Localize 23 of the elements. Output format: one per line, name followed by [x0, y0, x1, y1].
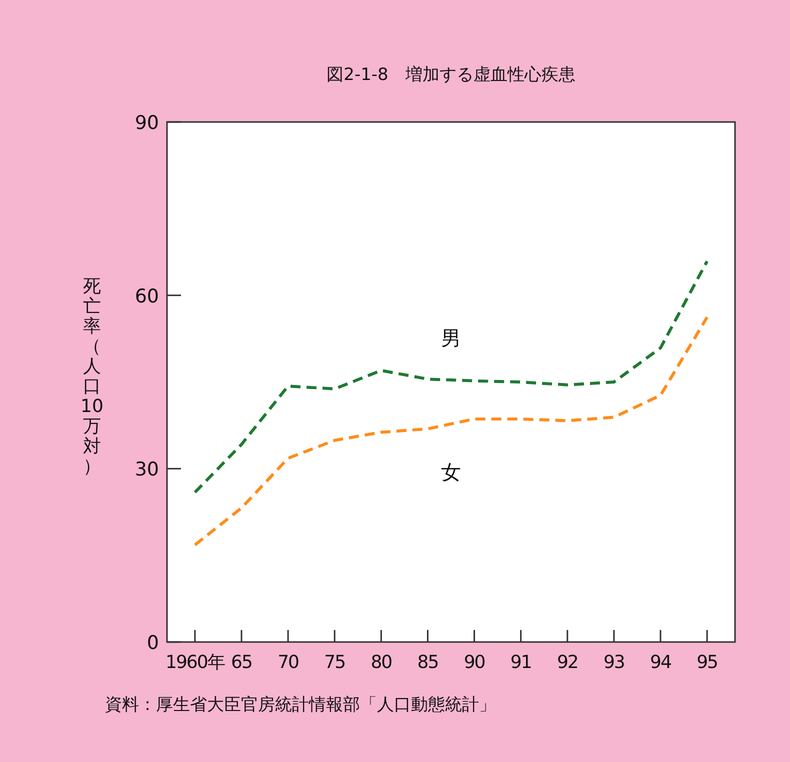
x-tick-label: 93 — [604, 652, 625, 673]
x-tick-label: 80 — [370, 652, 392, 673]
x-tick-label: 90 — [464, 652, 486, 673]
series-label: 男 — [441, 326, 461, 350]
x-tick-label: 92 — [556, 652, 578, 673]
y-tick-label: 60 — [134, 285, 159, 308]
y-tick-label: 90 — [134, 112, 159, 134]
line-series — [193, 260, 709, 494]
text: 資料：厚生省大臣官房統計情報部「人口動態統計」 — [105, 695, 496, 715]
x-tick-label: 94 — [650, 652, 672, 673]
y-tick-label: 30 — [134, 458, 159, 481]
x-tick-label: 95 — [696, 652, 718, 673]
x-tick-label: 85 — [417, 652, 438, 673]
line-series — [193, 316, 709, 546]
x-tick-label: 91 — [510, 652, 532, 673]
x-tick-label: 65 — [231, 652, 252, 673]
x-tick-label: 70 — [278, 652, 300, 673]
x-tick-label: 1960年 — [166, 652, 226, 673]
chart-title: 図2-1-8 増加する虚血性心疾患 — [326, 65, 576, 85]
series-label: 女 — [441, 460, 461, 484]
text: 死亡率（人口10万対） — [80, 276, 104, 477]
x-tick-label: 75 — [324, 652, 346, 673]
y-tick-label: 0 — [146, 632, 159, 654]
